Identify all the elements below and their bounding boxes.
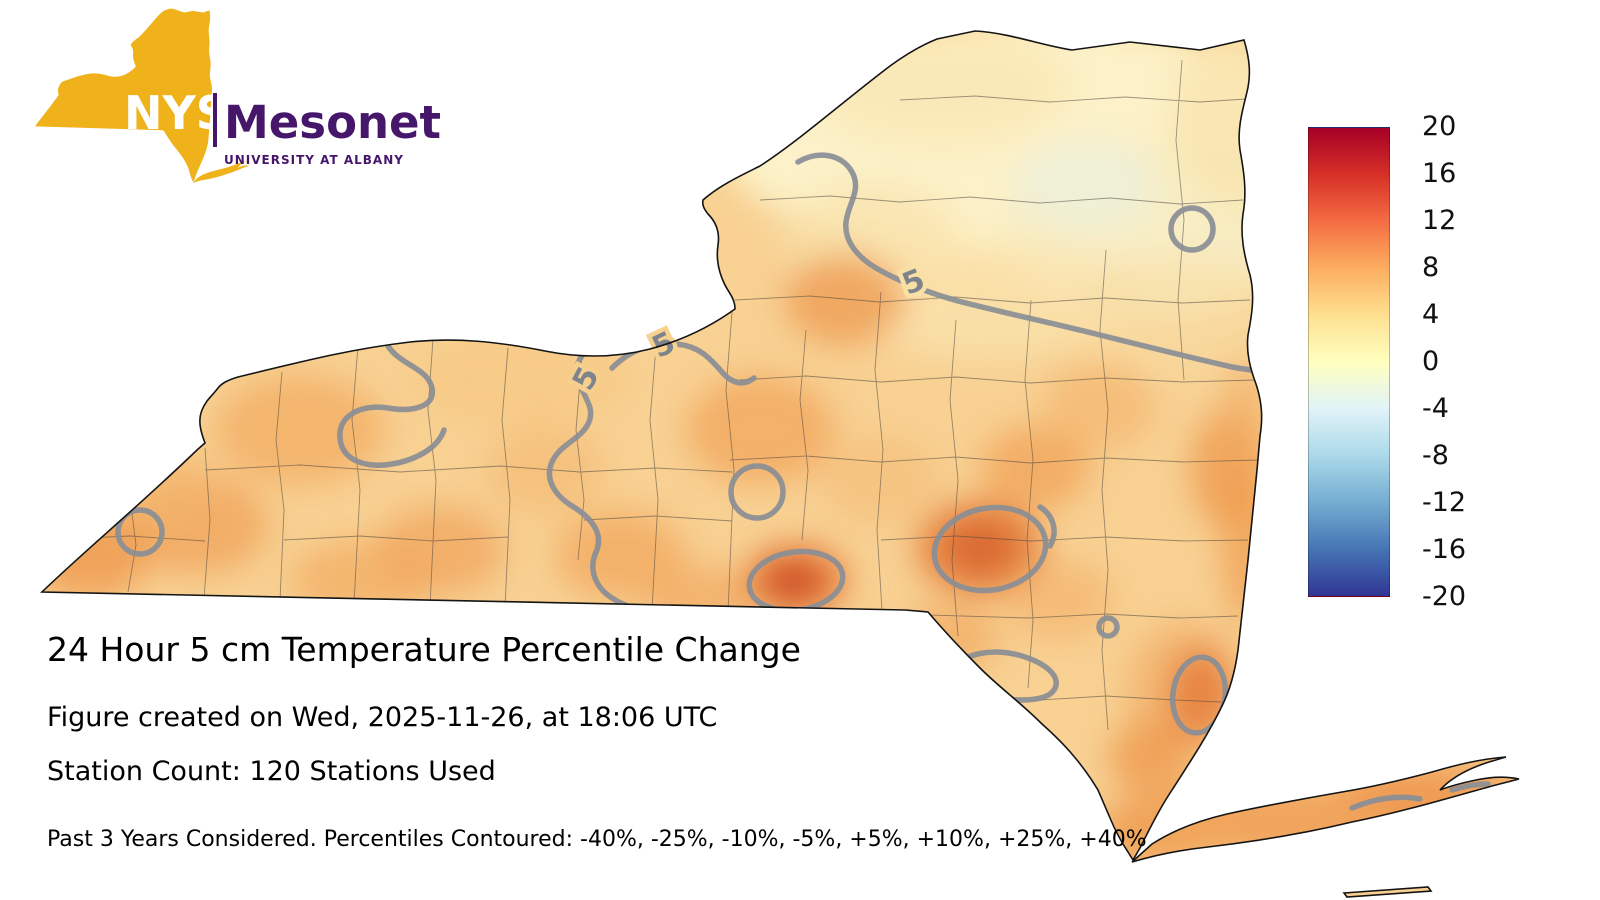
contour-ring <box>931 504 1049 594</box>
colorbar-tick-label: 0 <box>1422 346 1440 377</box>
colorbar-tick-label: 16 <box>1422 158 1457 189</box>
colorbar-tick-label: 4 <box>1422 299 1440 330</box>
colorbar-tick-label: 8 <box>1422 252 1440 283</box>
colorbar-tick-label: -12 <box>1422 487 1467 518</box>
colorbar-tick-label: -4 <box>1422 393 1449 424</box>
colorbar: 20 16 12 8 4 0 -4 -8 -12 -16 -20 <box>1308 112 1466 612</box>
contour-footnote: Past 3 Years Considered. Percentiles Con… <box>47 827 1147 852</box>
colorbar-tick-label: 20 <box>1422 111 1457 142</box>
station-count: Station Count: 120 Stations Used <box>47 756 496 787</box>
contour-line <box>795 152 1269 374</box>
colorbar-tick-label: -20 <box>1422 581 1467 612</box>
contour-line <box>337 343 447 468</box>
colorbar-gradient <box>1308 127 1390 597</box>
figure-title: 24 Hour 5 cm Temperature Percentile Chan… <box>47 630 801 669</box>
logo-divider <box>213 93 217 147</box>
colorbar-tick-label: -8 <box>1422 440 1449 471</box>
logo-institution: UNIVERSITY AT ALBANY <box>224 153 404 167</box>
contour-ring <box>728 463 786 521</box>
percentile-contours <box>115 152 1491 811</box>
logo-wordmark: Mesonet <box>224 96 441 149</box>
contour-ring <box>1096 615 1120 639</box>
created-timestamp: Figure created on Wed, 2025-11-26, at 18… <box>47 702 718 733</box>
colorbar-tick-label: 12 <box>1422 205 1457 236</box>
logo: NYS Mesonet UNIVERSITY AT ALBANY <box>35 8 441 184</box>
contour-line <box>1349 794 1423 811</box>
colorbar-tick-label: -16 <box>1422 534 1467 565</box>
county-boundaries <box>42 59 1261 731</box>
logo-acronym: NYS <box>124 86 229 140</box>
colorbar-ticks: 20 16 12 8 4 0 -4 -8 -12 -16 -20 <box>1422 112 1512 612</box>
contour-line <box>546 334 653 615</box>
contour-line <box>1449 781 1491 793</box>
contour-ring <box>1168 205 1216 253</box>
contour-line <box>1037 504 1057 549</box>
contour-ring <box>115 507 165 557</box>
